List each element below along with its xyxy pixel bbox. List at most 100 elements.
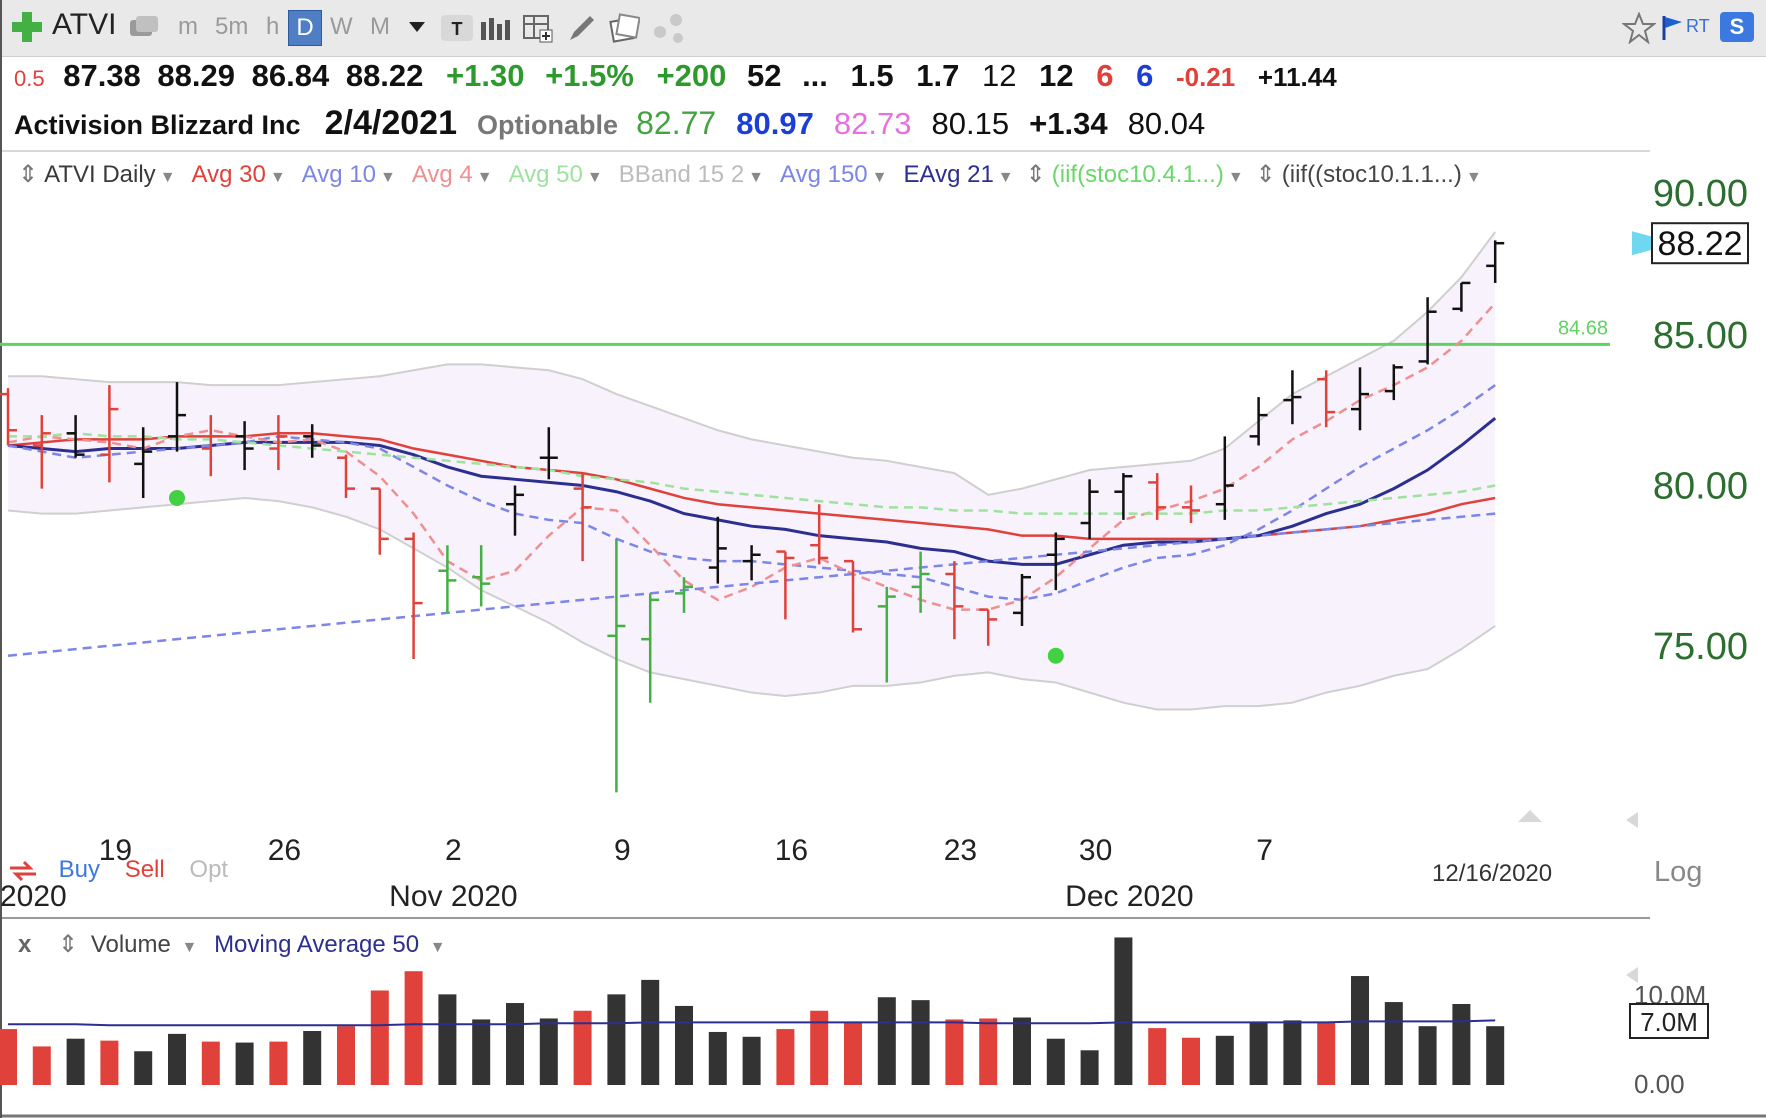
move-handle-icon[interactable]: ⇕ — [18, 161, 39, 188]
volume-current-label: 7.0M — [1640, 1007, 1698, 1037]
volume-legend: x ⇕ Volume ▼ Moving Average 50 ▼ — [18, 930, 450, 959]
ohlc-bar — [776, 550, 795, 620]
volume-bar — [506, 1003, 524, 1085]
add-icon[interactable] — [10, 10, 44, 44]
volume-legend-label[interactable]: Volume — [90, 931, 171, 958]
interval-weekly[interactable]: W — [330, 13, 353, 40]
quote-value-c: 12 — [982, 58, 1017, 93]
ohlc-bar — [66, 415, 85, 458]
legend-item[interactable]: Avg 4 — [411, 161, 473, 188]
move-handle-icon[interactable]: ⇕ — [1025, 161, 1046, 188]
legend-item[interactable]: (iif((stoc10.1.1...) — [1281, 161, 1462, 188]
volume-bar — [1182, 1037, 1200, 1085]
interval-monthly[interactable]: M — [370, 13, 390, 40]
star-icon[interactable] — [1622, 12, 1656, 44]
price-axis-tick: 90.00 — [1653, 173, 1748, 215]
notes-icon[interactable] — [608, 12, 640, 44]
symbol-input[interactable]: ATVI — [52, 8, 117, 41]
month-axis-label: 2020 — [0, 880, 67, 913]
chevron-down-icon[interactable]: ▼ — [1227, 169, 1244, 186]
chart-type-icon[interactable]: T — [440, 14, 474, 42]
quote-vol-change: +200 — [656, 58, 727, 93]
price-axis-tick: 85.00 — [1653, 315, 1748, 357]
chevron-down-icon[interactable]: ▼ — [429, 939, 446, 956]
flag-icon[interactable] — [1660, 14, 1684, 42]
volume-bar — [877, 997, 896, 1085]
ohlc-bar — [506, 485, 524, 536]
chevron-down-icon[interactable]: ▼ — [586, 169, 603, 186]
quote-high: 88.29 — [157, 58, 235, 93]
legend-item[interactable]: EAvg 21 — [903, 161, 994, 188]
volume-bar — [911, 1000, 930, 1085]
chevron-down-icon[interactable]: ▼ — [159, 169, 176, 186]
quote2-value-6: 80.04 — [1127, 106, 1206, 141]
volume-bar — [708, 1031, 727, 1085]
ohlc-bar — [945, 561, 964, 640]
realtime-label[interactable]: RT — [1686, 16, 1710, 36]
month-axis-label: Nov 2020 — [389, 880, 517, 913]
ohlc-bar — [1384, 364, 1403, 401]
quote-open: 87.38 — [63, 58, 141, 93]
quote2-value-4: 80.15 — [931, 106, 1010, 141]
current-price-label: 88.22 — [1657, 225, 1742, 263]
trade-arrows-icon[interactable] — [8, 860, 38, 882]
share-icon[interactable] — [652, 12, 686, 44]
legend-item[interactable]: Avg 150 — [780, 161, 868, 188]
volume-bar — [235, 1042, 254, 1085]
chevron-down-icon[interactable]: ▼ — [1465, 169, 1482, 186]
buy-button[interactable]: Buy — [58, 856, 101, 883]
screener-button[interactable]: S — [1720, 12, 1754, 42]
interval-minute[interactable]: m — [178, 13, 198, 40]
chevron-down-icon[interactable]: ▼ — [748, 169, 765, 186]
quote-change-pct: +1.5% — [545, 58, 634, 93]
ohlc-bar — [100, 385, 119, 483]
volume-bar — [1418, 1026, 1437, 1085]
chevron-down-icon[interactable]: ▼ — [997, 169, 1014, 186]
ohlc-bar — [134, 427, 153, 498]
date-axis-tick: 7 — [1256, 834, 1273, 867]
chevron-down-icon[interactable]: ▼ — [269, 169, 286, 186]
link-icon[interactable] — [128, 14, 160, 42]
chevron-down-icon[interactable]: ▼ — [476, 169, 493, 186]
interval-hour[interactable]: h — [266, 13, 280, 40]
log-scale-toggle[interactable]: Log — [1654, 856, 1703, 888]
interval-5min[interactable]: 5m — [215, 13, 249, 40]
horizontal-line-label: 84.68 — [1558, 317, 1608, 339]
volume-bar — [1317, 1022, 1336, 1085]
volume-bar — [1114, 937, 1133, 1085]
legend-item[interactable]: BBand 15 2 — [618, 161, 745, 188]
close-pane-button[interactable]: x — [18, 931, 32, 958]
ohlc-bar — [675, 577, 693, 613]
opt-button[interactable]: Opt — [189, 856, 229, 883]
ohlc-bar — [370, 487, 389, 555]
ohlc-bar — [708, 516, 727, 584]
legend-item[interactable]: Avg 10 — [301, 161, 376, 188]
ohlc-bar — [168, 382, 186, 452]
draw-tool-icon[interactable] — [566, 12, 596, 44]
volume-bar — [404, 971, 423, 1085]
volume-ma-label[interactable]: Moving Average 50 — [214, 931, 420, 958]
sell-button[interactable]: Sell — [124, 856, 165, 883]
legend-item[interactable]: Avg 30 — [191, 161, 266, 188]
chevron-down-icon[interactable] — [408, 20, 426, 34]
company-name: Activision Blizzard Inc — [14, 110, 301, 140]
legend-item[interactable]: ATVI Daily — [44, 161, 156, 188]
move-handle-icon[interactable]: ⇕ — [58, 931, 79, 958]
move-handle-icon[interactable]: ⇕ — [1255, 161, 1276, 188]
legend-item[interactable]: (iif(stoc10.4.1...) — [1051, 161, 1224, 188]
chevron-down-icon[interactable]: ▼ — [181, 939, 198, 956]
legend-item[interactable]: Avg 50 — [508, 161, 583, 188]
current-price-marker — [1632, 231, 1654, 256]
date-axis-tick: 26 — [268, 834, 301, 867]
ohlc-bar — [472, 545, 491, 607]
chevron-down-icon[interactable]: ▼ — [379, 169, 396, 186]
ohlc-bar — [742, 545, 761, 581]
interval-daily[interactable]: D — [288, 10, 322, 46]
bar-chart-icon[interactable] — [478, 14, 512, 42]
ohlc-bar — [607, 538, 626, 793]
chevron-down-icon[interactable]: ▼ — [871, 169, 888, 186]
add-indicator-icon[interactable] — [522, 12, 554, 44]
quote2-value-1: 82.77 — [636, 105, 717, 141]
trade-buttons: Buy Sell Opt — [8, 856, 228, 884]
